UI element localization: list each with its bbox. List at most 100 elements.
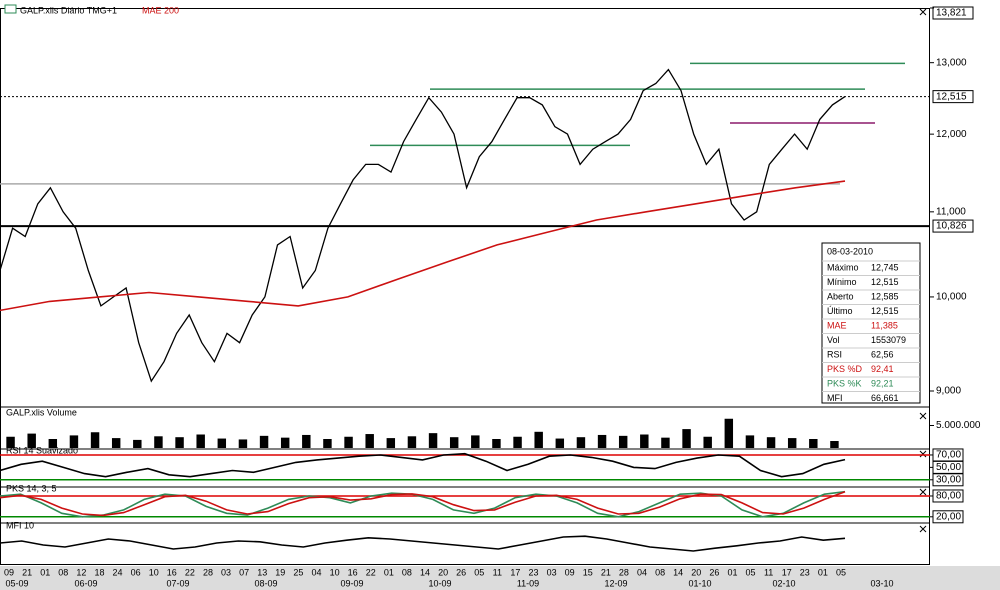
x-tick-label: 06 [131,567,141,577]
x-month-label: 08-09 [254,578,277,588]
y-tick-label: 10,000 [936,292,967,303]
volume-bar [703,436,712,448]
volume-bar [661,437,670,448]
series-line [0,452,846,478]
x-tick-label: 26 [709,567,719,577]
y-tick-label: 20,00 [936,511,961,522]
x-tick-label: 13 [257,567,267,577]
volume-bar [302,434,311,448]
x-tick-label: 26 [456,567,466,577]
close-icon [919,488,927,496]
info-value: 66,661 [871,393,899,403]
x-tick-label: 08 [58,567,68,577]
panel-title: MFI 10 [6,520,34,530]
volume-bar [618,435,628,448]
info-value: 11,385 [871,320,898,330]
close-icon [919,525,927,533]
x-tick-label: 03 [221,567,231,577]
info-label: Mínimo [827,277,857,287]
tick-label-box [932,510,964,524]
info-box [821,242,921,404]
x-tick-label: 19 [275,567,285,577]
x-tick-label: 14 [673,567,683,577]
x-month-label: 03-10 [870,578,893,588]
info-value: 92,21 [871,378,894,388]
y-tick-label: 80,00 [936,491,961,502]
volume-bar [90,432,100,448]
x-tick-label: 09 [565,567,575,577]
x-tick-label: 07 [239,567,249,577]
volume-bar [471,435,480,448]
x-tick-label: 20 [691,567,701,577]
volume-bar [323,439,332,448]
y-tick-label: 30,00 [936,474,961,485]
x-tick-label: 17 [782,567,792,577]
x-tick-label: 14 [420,567,430,577]
close-icon [919,8,927,16]
x-tick-label: 04 [637,567,647,577]
volume-bar [196,434,205,448]
x-tick-label: 28 [619,567,629,577]
y-tick-label: 11,000 [936,206,966,217]
volume-bar [344,436,353,448]
level-label: 12,515 [936,91,967,102]
series-legend: MAE 200 [142,5,179,15]
info-value: 92,41 [871,364,894,374]
x-tick-label: 08 [402,567,412,577]
x-tick-label: 11 [764,567,773,577]
close-icon [919,450,927,458]
x-tick-label: 09 [4,567,14,577]
volume-bar [175,437,184,448]
x-tick-label: 25 [293,567,303,577]
x-tick-label: 15 [583,567,593,577]
volume-bar [787,438,797,448]
volume-bar [154,436,163,448]
volume-bar [449,437,459,448]
info-label: Máximo [827,262,859,272]
x-month-label: 10-09 [428,578,451,588]
x-tick-label: 24 [113,567,123,577]
volume-bar [513,436,522,448]
info-value: 12,515 [871,277,899,287]
frame [0,8,930,565]
panel-title: PKS 14, 3, 5 [6,483,57,493]
volume-bar [724,418,734,448]
volume-bar [597,434,607,448]
volume-bar [111,438,121,448]
info-label: Aberto [827,291,854,301]
info-value: 12,515 [871,306,899,316]
y-tick-label: 13,000 [936,57,967,68]
info-value: 1553079 [871,335,906,345]
x-month-label: 11-09 [517,578,539,588]
level-label-box [932,219,974,233]
x-tick-label: 28 [203,567,213,577]
tick-label-box [932,6,974,20]
x-tick-label: 01 [40,567,50,577]
info-label: PKS %K [827,378,862,388]
volume-bar [492,439,501,448]
x-axis-band [0,566,1000,590]
y-tick-label: 13,821 [936,8,967,19]
volume-bar [6,436,15,448]
series-line [0,490,846,517]
tick-label-box [932,473,964,487]
x-tick-label: 05 [474,567,484,577]
info-value: 62,56 [871,349,894,359]
x-tick-label: 01 [818,567,828,577]
x-tick-label: 22 [185,567,195,577]
y-tick-label: 12,000 [936,129,967,140]
y-tick-label: 70,00 [936,450,961,461]
volume-bar [428,433,438,448]
volume-bar [133,439,142,448]
x-month-label: 05-09 [5,578,28,588]
x-tick-label: 23 [800,567,810,577]
x-tick-label: 17 [510,567,520,577]
series-line [0,68,846,383]
x-tick-label: 21 [22,567,32,577]
x-tick-label: 01 [727,567,737,577]
volume-bar [745,435,755,448]
volume-bar [48,439,58,448]
x-month-label: 01-10 [688,578,711,588]
volume-bar [830,441,839,448]
